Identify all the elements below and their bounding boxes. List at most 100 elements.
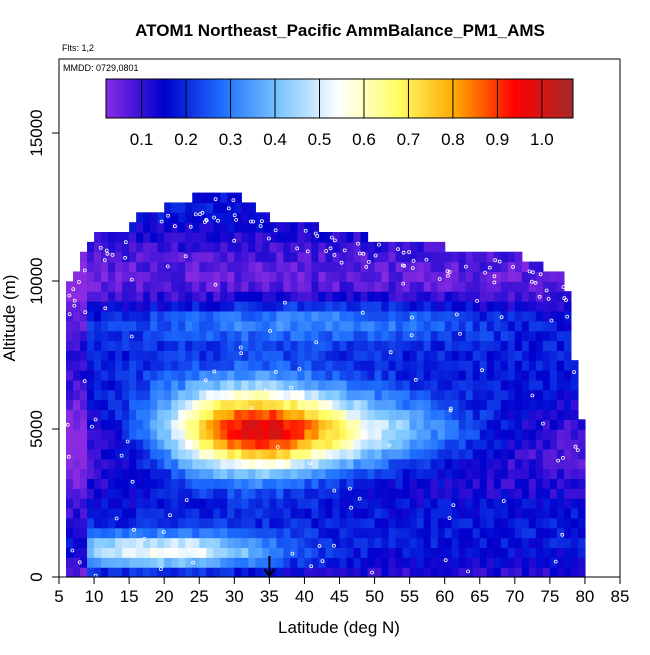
heatmap-cell	[276, 478, 284, 489]
heatmap-cell	[129, 537, 137, 549]
heatmap-cell	[500, 498, 509, 509]
heatmap-cell	[241, 419, 249, 430]
heatmap-cell	[325, 448, 334, 460]
heatmap-cell	[297, 547, 306, 558]
heatmap-cell	[122, 281, 130, 292]
heatmap-cell	[262, 360, 270, 371]
heatmap-cell	[437, 468, 446, 480]
heatmap-cell	[80, 261, 88, 273]
sample-marker	[424, 257, 429, 262]
heatmap-cell	[430, 291, 439, 302]
heatmap-cell	[199, 222, 207, 233]
heatmap-cell	[220, 310, 228, 322]
heatmap-cell	[465, 320, 474, 332]
heatmap-cell	[374, 399, 383, 411]
heatmap-cell	[367, 488, 376, 499]
heatmap-cell	[94, 320, 102, 332]
heatmap-cell	[178, 281, 186, 292]
heatmap-cell	[465, 350, 474, 361]
heatmap-cell	[234, 389, 242, 401]
heatmap-cell	[325, 379, 334, 391]
heatmap-cell	[479, 439, 488, 450]
heatmap-cell	[444, 537, 453, 549]
heatmap-cell	[206, 448, 214, 460]
heatmap-cell	[80, 448, 88, 460]
heatmap-cell	[402, 527, 411, 539]
heatmap-cell	[381, 439, 390, 450]
heatmap-cell	[528, 458, 537, 470]
heatmap-cell	[164, 468, 172, 480]
heatmap-cell	[248, 508, 256, 519]
heatmap-cell	[542, 281, 551, 292]
heatmap-cell	[241, 261, 249, 273]
heatmap-cell	[388, 439, 397, 450]
sample-marker	[454, 312, 459, 317]
heatmap-cell	[395, 340, 404, 351]
heatmap-cell	[234, 222, 242, 233]
heatmap-cell	[514, 360, 523, 371]
heatmap-cell	[80, 360, 88, 371]
heatmap-cell	[255, 320, 263, 332]
heatmap-cell	[479, 291, 488, 302]
heatmap-cell	[395, 389, 404, 401]
heatmap-cell	[367, 241, 376, 253]
sample-marker	[527, 269, 532, 274]
heatmap-cell	[430, 389, 439, 401]
heatmap-cell	[80, 399, 88, 411]
sample-marker	[349, 505, 354, 510]
x-axis-tick-label: 40	[295, 587, 314, 606]
heatmap-cell	[220, 399, 228, 411]
heatmap-cell	[521, 379, 530, 391]
heatmap-cell	[192, 488, 200, 499]
heatmap-cell	[360, 537, 369, 549]
heatmap-cell	[311, 222, 320, 233]
heatmap-cell	[332, 251, 341, 263]
heatmap-cell	[199, 212, 207, 223]
heatmap-cell	[150, 350, 158, 361]
heatmap-cell	[304, 241, 313, 253]
heatmap-cell	[507, 271, 516, 282]
heatmap-cell	[388, 557, 397, 568]
heatmap-cell	[164, 429, 172, 440]
heatmap-cell	[241, 320, 249, 332]
heatmap-cell	[304, 251, 313, 263]
heatmap-cell	[339, 478, 348, 489]
sample-marker	[370, 570, 375, 575]
heatmap-cell	[325, 261, 334, 273]
heatmap-cell	[381, 379, 390, 391]
heatmap-cell	[353, 340, 362, 351]
heatmap-cell	[157, 271, 165, 282]
heatmap-cell	[339, 340, 348, 351]
heatmap-cell	[444, 389, 453, 401]
heatmap-cell	[199, 202, 207, 213]
heatmap-cell	[115, 478, 123, 489]
heatmap-cell	[171, 360, 179, 371]
heatmap-cell	[318, 448, 327, 460]
heatmap-cell	[304, 439, 313, 450]
heatmap-cell	[409, 547, 418, 558]
heatmap-cell	[360, 370, 369, 381]
sample-marker	[357, 496, 362, 501]
heatmap-cell	[388, 251, 397, 263]
heatmap-cell	[318, 517, 327, 529]
heatmap-cell	[360, 517, 369, 529]
heatmap-cell	[129, 360, 137, 371]
heatmap-cell	[276, 458, 284, 470]
heatmap-cell	[290, 291, 299, 302]
sample-marker	[556, 458, 560, 463]
heatmap-cell	[262, 350, 270, 361]
heatmap-cell	[143, 301, 151, 312]
heatmap-cell	[367, 448, 376, 460]
heatmap-cell	[276, 537, 284, 549]
heatmap-cell	[353, 419, 362, 430]
heatmap-cell	[423, 468, 432, 480]
heatmap-cell	[178, 547, 186, 558]
heatmap-cell	[423, 537, 432, 549]
heatmap-cell	[143, 478, 151, 489]
heatmap-cell	[311, 399, 320, 411]
heatmap-cell	[500, 310, 509, 322]
heatmap-cell	[332, 537, 341, 549]
heatmap-cell	[486, 547, 495, 558]
heatmap-cell	[150, 251, 158, 263]
heatmap-cell	[451, 320, 460, 332]
